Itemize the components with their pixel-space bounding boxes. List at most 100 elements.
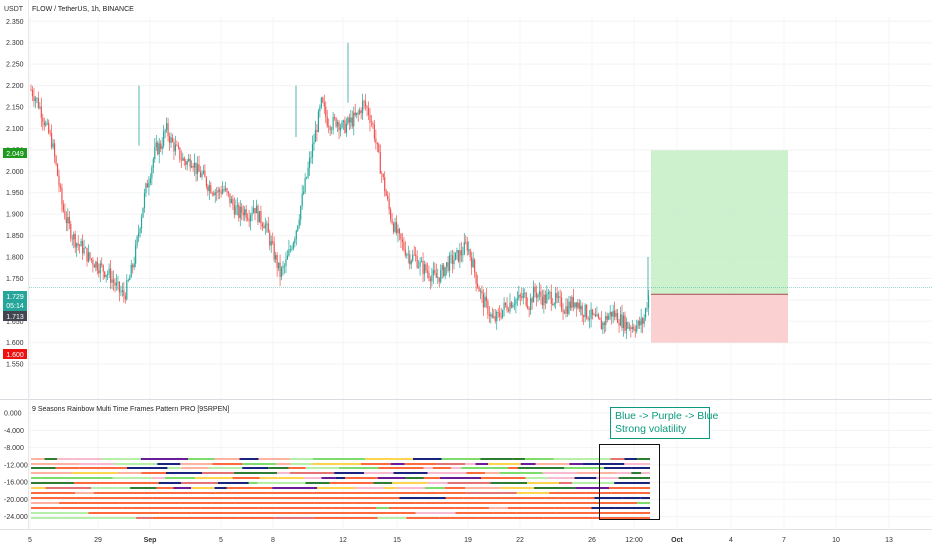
candle-body bbox=[413, 254, 415, 256]
candle-body bbox=[435, 273, 437, 278]
current-price-label[interactable]: 1.729 05:14 bbox=[3, 291, 27, 311]
candle-body bbox=[431, 275, 433, 282]
candle-body bbox=[397, 228, 399, 233]
candle-body bbox=[403, 242, 405, 250]
candle-body bbox=[219, 189, 221, 192]
candle-body bbox=[496, 311, 498, 322]
annotation-note[interactable]: Blue -> Purple -> Blue Strong volatility bbox=[610, 407, 718, 439]
loss-zone[interactable] bbox=[651, 294, 788, 343]
candle-body bbox=[527, 305, 529, 309]
candle-body bbox=[202, 170, 205, 174]
candle-body bbox=[270, 241, 272, 246]
candle-body bbox=[117, 281, 119, 283]
time-tick-label: 4 bbox=[729, 537, 733, 544]
candle-body bbox=[267, 223, 269, 233]
candle-body bbox=[257, 205, 259, 223]
candle-body bbox=[235, 206, 237, 215]
candle-body bbox=[264, 224, 266, 229]
candle-body bbox=[385, 191, 387, 196]
candle-body bbox=[68, 216, 70, 224]
candle-body bbox=[615, 312, 617, 317]
candlestick-series[interactable] bbox=[30, 42, 650, 340]
candle-body bbox=[369, 115, 371, 123]
candle-body bbox=[581, 305, 583, 316]
candle-body bbox=[516, 298, 518, 300]
candle-body bbox=[331, 129, 333, 131]
candle-body bbox=[241, 206, 243, 213]
highlight-box[interactable] bbox=[599, 444, 660, 520]
candle-body bbox=[416, 256, 418, 268]
candle-body bbox=[140, 217, 143, 229]
candle-body bbox=[39, 106, 41, 108]
candle-body bbox=[210, 185, 212, 194]
take-profit-label[interactable]: 2.049 bbox=[3, 148, 27, 158]
candle-body bbox=[208, 185, 210, 192]
candle-body bbox=[566, 306, 569, 314]
candle-body bbox=[357, 112, 359, 114]
candle-body bbox=[192, 166, 194, 168]
candle-body bbox=[474, 259, 476, 273]
candle-body bbox=[367, 108, 370, 116]
candle-body bbox=[143, 193, 146, 208]
candle-body bbox=[180, 159, 182, 161]
candle-body bbox=[560, 297, 563, 310]
chart-title[interactable]: FLOW / TetherUS, 1h, BINANCE bbox=[32, 6, 134, 13]
price-tick-label: 2.250 bbox=[6, 62, 24, 69]
candle-body bbox=[45, 123, 47, 126]
candle-body bbox=[99, 263, 101, 274]
candle-body bbox=[555, 293, 557, 304]
candle-body bbox=[550, 292, 552, 304]
rainbow-indicator-bands[interactable] bbox=[31, 458, 650, 519]
candle-body bbox=[300, 206, 302, 220]
countdown-text: 05:14 bbox=[6, 303, 24, 310]
candle-body bbox=[239, 206, 241, 219]
candle-body bbox=[132, 264, 134, 268]
candle-body bbox=[176, 144, 178, 146]
candle-body bbox=[40, 106, 42, 118]
candle-body bbox=[513, 304, 516, 306]
candle-body bbox=[255, 205, 258, 214]
candle-body bbox=[633, 326, 635, 330]
candle-body bbox=[258, 211, 261, 223]
candle-body bbox=[563, 312, 566, 314]
candle-body bbox=[79, 245, 81, 247]
entry-label[interactable]: 1.713 bbox=[3, 311, 27, 321]
candle-body bbox=[233, 204, 235, 215]
candle-body bbox=[437, 277, 439, 278]
indicator-title[interactable]: 9 Seasons Rainbow Multi Time Frames Patt… bbox=[32, 406, 229, 413]
candle-body bbox=[602, 322, 604, 330]
candle-body bbox=[266, 223, 268, 225]
candle-body bbox=[362, 100, 364, 114]
candle-body bbox=[631, 326, 633, 330]
candle-body bbox=[624, 315, 626, 331]
candle-body bbox=[313, 142, 315, 145]
candle-body bbox=[93, 265, 95, 268]
candle-body bbox=[345, 123, 347, 133]
candle-body bbox=[31, 90, 34, 97]
candle-body bbox=[347, 117, 349, 124]
candle-body bbox=[319, 107, 321, 112]
candle-body bbox=[544, 294, 546, 304]
candle-body bbox=[350, 117, 352, 123]
candle-body bbox=[597, 314, 600, 318]
candle-body bbox=[193, 162, 196, 168]
candle-body bbox=[276, 255, 278, 269]
candle-body bbox=[96, 261, 98, 271]
candle-body bbox=[647, 295, 650, 309]
stop-loss-label[interactable]: 1.600 bbox=[3, 349, 27, 359]
candle-body bbox=[537, 294, 539, 298]
candle-body bbox=[146, 183, 149, 188]
candle-body bbox=[384, 177, 386, 192]
candle-body bbox=[497, 311, 499, 313]
candle-body bbox=[569, 301, 572, 308]
profit-zone[interactable] bbox=[651, 150, 788, 295]
candle-body bbox=[160, 143, 162, 149]
candle-body bbox=[342, 120, 345, 123]
candle-body bbox=[310, 157, 312, 159]
indicator-axis-ticks: 0.000 -4.000 -8.000 -12.000 -16.000 -20.000 -2… bbox=[4, 411, 28, 522]
candle-body bbox=[462, 254, 464, 256]
candle-body bbox=[165, 123, 168, 130]
candle-body bbox=[366, 106, 368, 109]
price-tick-label: 1.950 bbox=[6, 190, 24, 197]
